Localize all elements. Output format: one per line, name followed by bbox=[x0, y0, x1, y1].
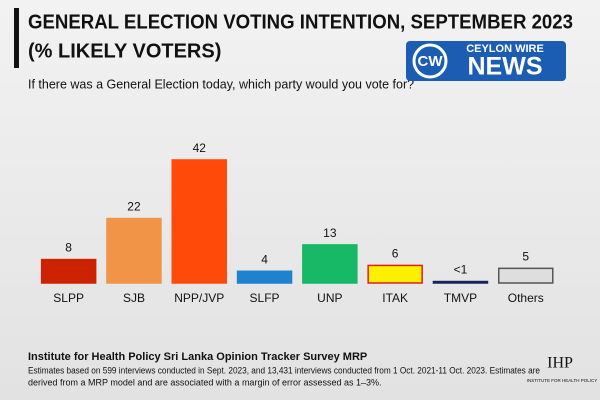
chart-subtitle: If there was a General Election today, w… bbox=[28, 77, 414, 91]
bar bbox=[432, 280, 489, 284]
x-tick-label: SLPP bbox=[53, 291, 84, 305]
value-label: 8 bbox=[65, 241, 72, 255]
bar bbox=[40, 258, 97, 284]
x-tick-label: ITAK bbox=[382, 291, 408, 305]
chart-title: GENERAL ELECTION VOTING INTENTION, SEPTE… bbox=[28, 11, 573, 33]
logo: CW CEYLON WIRE NEWS bbox=[406, 41, 566, 81]
x-tick-label: SLFP bbox=[250, 291, 280, 305]
value-label: 13 bbox=[323, 226, 337, 240]
note: derived from a MRP model and are associa… bbox=[28, 377, 382, 387]
x-tick-label: NPP/JVP bbox=[174, 291, 224, 305]
value-label: 42 bbox=[193, 141, 207, 155]
org-mark: IHP bbox=[547, 355, 573, 372]
bar bbox=[302, 244, 358, 284]
value-label: 6 bbox=[392, 247, 399, 261]
bar bbox=[236, 270, 293, 284]
bar bbox=[106, 217, 162, 284]
note: Estimates based on 599 interviews conduc… bbox=[28, 365, 540, 375]
logo-top: CEYLON WIRE bbox=[466, 43, 544, 55]
bar bbox=[367, 264, 423, 284]
source: Institute for Health Policy Sri Lanka Op… bbox=[28, 351, 367, 363]
logo-circle bbox=[412, 43, 448, 79]
x-tick-label: TMVP bbox=[444, 291, 477, 305]
bar bbox=[498, 267, 554, 284]
x-tick-label: UNP bbox=[317, 291, 342, 305]
logo-box bbox=[406, 41, 566, 81]
org-name: INSTITUTE FOR HEALTH POLICY bbox=[527, 378, 597, 383]
logo-mark: CW bbox=[418, 53, 444, 70]
chart-title: (% LIKELY VOTERS) bbox=[28, 40, 221, 62]
x-tick-label: Others bbox=[508, 291, 544, 305]
value-label: 5 bbox=[522, 250, 529, 264]
value-label: 4 bbox=[261, 252, 268, 266]
value-label: 22 bbox=[127, 200, 141, 214]
x-tick-label: SJB bbox=[123, 291, 145, 305]
title-accent bbox=[14, 8, 19, 68]
logo-bottom: NEWS bbox=[468, 53, 543, 81]
org-logo: IHP INSTITUTE FOR HEALTH POLICY bbox=[527, 355, 597, 384]
value-label: <1 bbox=[454, 263, 468, 277]
bar bbox=[171, 159, 227, 284]
